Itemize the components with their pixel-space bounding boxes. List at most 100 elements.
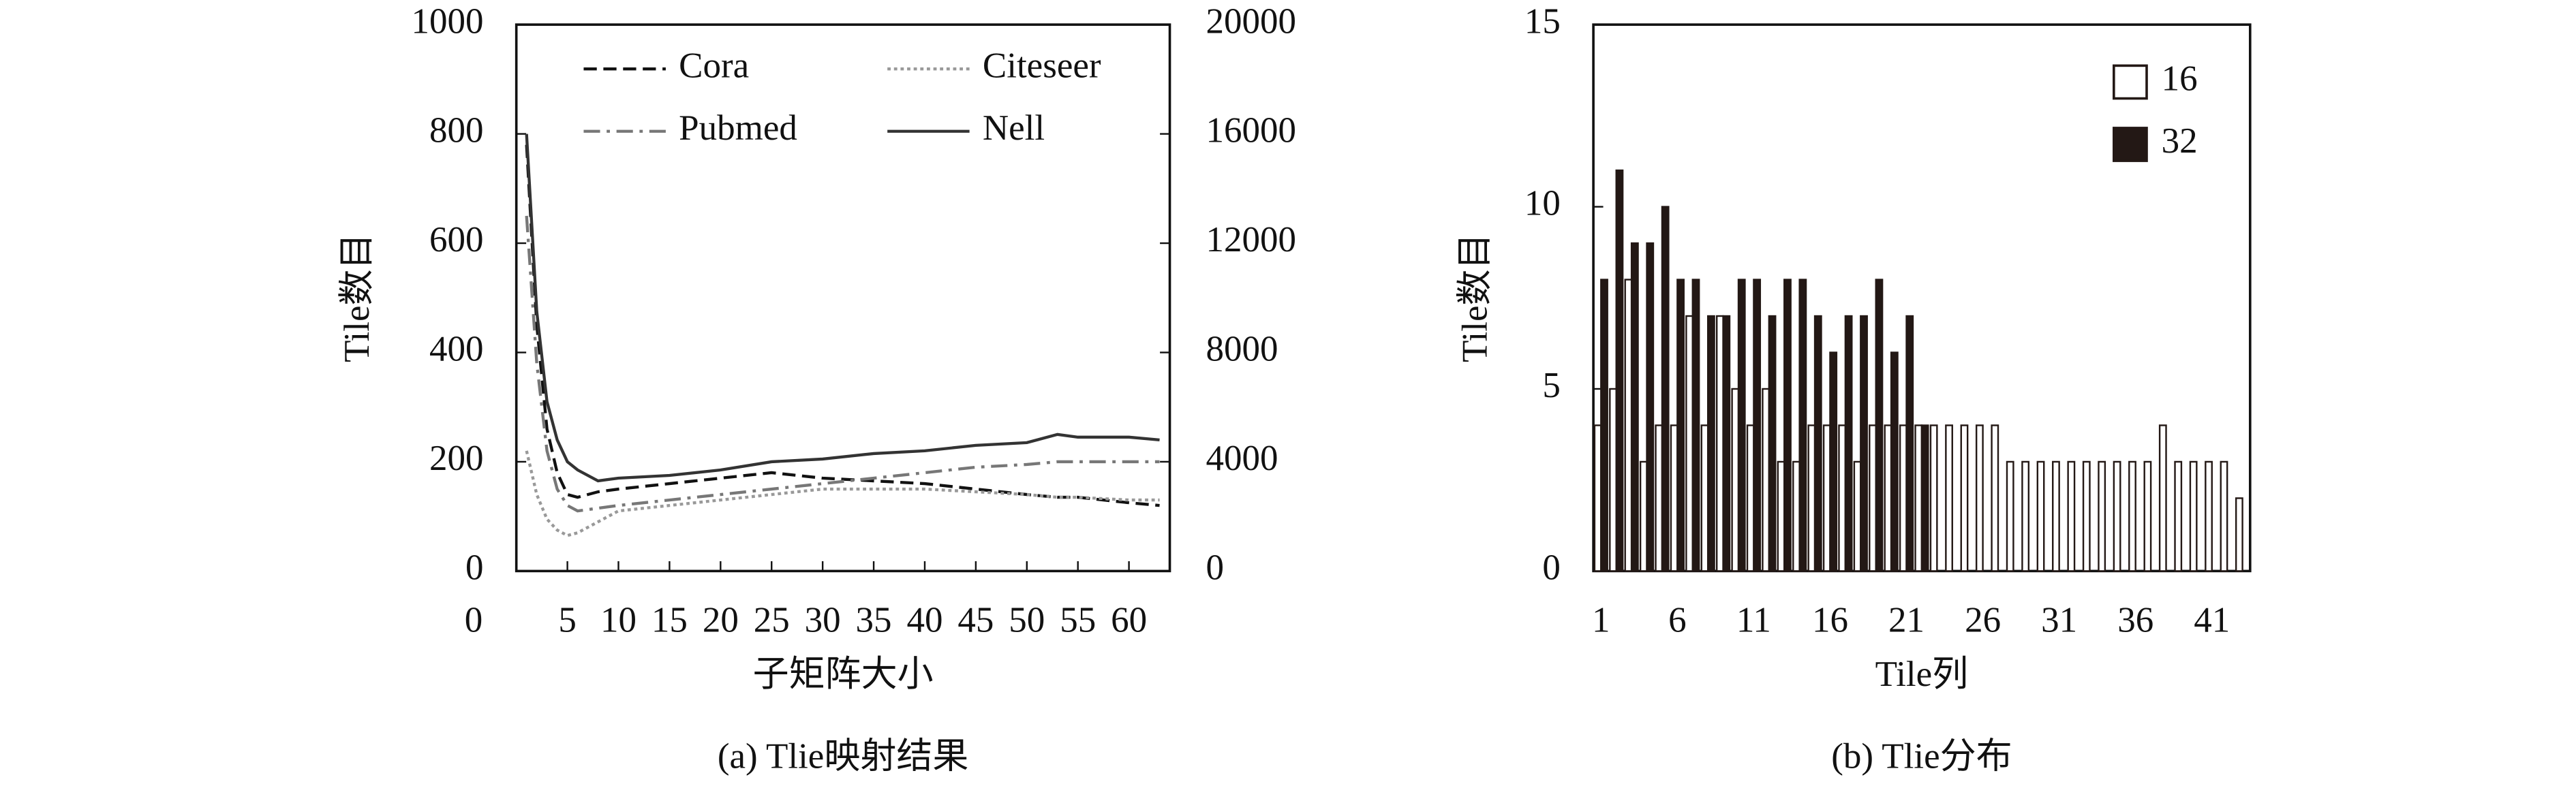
x-tick-label: 20 bbox=[703, 601, 739, 640]
y-tick-label: 1000 bbox=[411, 1, 483, 41]
bar bbox=[1929, 424, 1938, 572]
series-line bbox=[525, 133, 1160, 483]
bar bbox=[2189, 460, 2198, 572]
bar bbox=[2036, 460, 2045, 572]
bar bbox=[1975, 424, 1984, 572]
y-axis-label: Tile数目 bbox=[337, 234, 377, 363]
bar bbox=[1960, 424, 1969, 572]
legend-label: Cora bbox=[679, 46, 749, 85]
y-axis-label: Tile数目 bbox=[1456, 234, 1495, 363]
bar bbox=[1685, 315, 1693, 572]
x-tick-label: 50 bbox=[1009, 601, 1045, 640]
legend-swatch bbox=[2113, 127, 2148, 162]
bar bbox=[2158, 424, 2167, 572]
bar bbox=[2113, 460, 2121, 572]
bar bbox=[1731, 388, 1740, 572]
bar bbox=[2128, 460, 2136, 572]
bar bbox=[2098, 460, 2106, 572]
bar bbox=[1715, 315, 1724, 572]
bar bbox=[1829, 351, 1838, 572]
x-tick-label: 10 bbox=[600, 601, 637, 640]
bar bbox=[1593, 424, 1602, 572]
bar bbox=[2052, 460, 2060, 572]
bar bbox=[2174, 460, 2183, 572]
bar bbox=[1905, 315, 1914, 572]
legend-label: Nell bbox=[983, 108, 1045, 148]
series-line bbox=[525, 450, 1160, 537]
bar bbox=[1630, 242, 1639, 572]
bar bbox=[1762, 388, 1770, 572]
bar bbox=[1807, 424, 1816, 572]
bar bbox=[1600, 279, 1608, 572]
bar bbox=[1676, 279, 1685, 572]
bar bbox=[1914, 424, 1923, 572]
x-tick-label: 60 bbox=[1111, 601, 1147, 640]
legend-swatch bbox=[2113, 64, 2148, 100]
bar bbox=[1691, 279, 1700, 572]
x-tick-label: 40 bbox=[906, 601, 942, 640]
x-tick-label: 5 bbox=[558, 601, 577, 640]
x-tick-label: 1 bbox=[1592, 601, 1610, 640]
bar bbox=[2205, 460, 2213, 572]
caption: (a) Tlie映射结果 bbox=[718, 737, 968, 776]
bar bbox=[2143, 460, 2152, 572]
y-tick-label: 0 bbox=[465, 548, 484, 588]
bar bbox=[1860, 315, 1868, 572]
y2-tick-label: 12000 bbox=[1206, 220, 1297, 260]
bar bbox=[2235, 497, 2243, 572]
bar bbox=[1646, 242, 1655, 572]
bar bbox=[1700, 424, 1709, 572]
x-tick-label: 15 bbox=[651, 601, 688, 640]
bar bbox=[1798, 279, 1807, 572]
bar bbox=[1777, 460, 1785, 572]
bar bbox=[1609, 388, 1617, 572]
x-tick-label: 35 bbox=[856, 601, 892, 640]
bar bbox=[1838, 424, 1847, 572]
bar bbox=[1991, 424, 1999, 572]
y-tick-label: 5 bbox=[1542, 366, 1561, 405]
bar bbox=[1661, 206, 1670, 572]
bar bbox=[1822, 424, 1831, 572]
plot-frame bbox=[515, 23, 1171, 573]
y2-tick-label: 8000 bbox=[1206, 330, 1278, 369]
bar bbox=[1899, 424, 1907, 572]
x-axis-label: 子矩阵大小 bbox=[753, 655, 934, 694]
y-tick-label: 600 bbox=[429, 220, 484, 260]
bar bbox=[1722, 315, 1731, 572]
x-tick-label: 36 bbox=[2117, 601, 2153, 640]
bar bbox=[1813, 315, 1822, 572]
bar bbox=[1869, 424, 1877, 572]
bar bbox=[1624, 279, 1633, 572]
x-tick-label: 21 bbox=[1888, 601, 1925, 640]
y-tick-label: 800 bbox=[429, 111, 484, 151]
x-tick-label: 41 bbox=[2194, 601, 2230, 640]
bar bbox=[1753, 279, 1762, 572]
legend-label: Citeseer bbox=[983, 46, 1101, 85]
bar bbox=[2006, 460, 2014, 572]
y2-tick-label: 0 bbox=[1206, 548, 1225, 588]
x-tick-label: 11 bbox=[1736, 601, 1771, 640]
series-line bbox=[525, 215, 1160, 513]
bar bbox=[1875, 279, 1884, 572]
caption: (b) Tlie分布 bbox=[1831, 737, 2012, 776]
y-tick-label: 400 bbox=[429, 330, 484, 369]
bar bbox=[1768, 315, 1777, 572]
x-tick-label: 30 bbox=[805, 601, 841, 640]
y-tick-label: 200 bbox=[429, 439, 484, 478]
bar bbox=[1890, 351, 1899, 572]
bar bbox=[2220, 460, 2228, 572]
y2-tick-label: 20000 bbox=[1206, 1, 1297, 41]
x-tick-label: 0 bbox=[465, 601, 483, 640]
y-tick-label: 15 bbox=[1524, 1, 1561, 41]
legend-label: Pubmed bbox=[679, 108, 797, 148]
x-tick-label: 31 bbox=[2041, 601, 2077, 640]
legend-label: 16 bbox=[2162, 59, 2198, 99]
y2-tick-label: 16000 bbox=[1206, 111, 1297, 151]
bar bbox=[1884, 424, 1892, 572]
bar bbox=[2021, 460, 2030, 572]
bar bbox=[1655, 424, 1663, 572]
bar bbox=[1783, 279, 1792, 572]
bar bbox=[1670, 424, 1678, 572]
y-tick-label: 0 bbox=[1542, 548, 1561, 588]
bar bbox=[1639, 460, 1648, 572]
